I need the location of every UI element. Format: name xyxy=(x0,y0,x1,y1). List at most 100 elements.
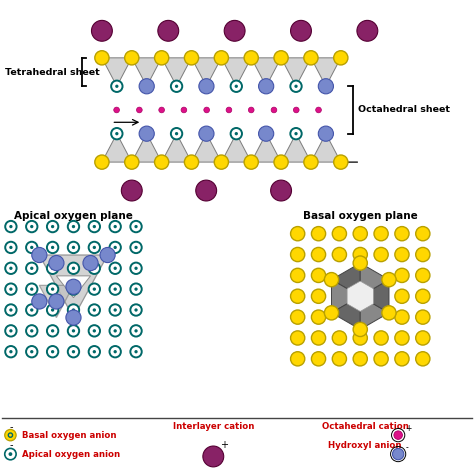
Circle shape xyxy=(51,266,55,270)
Circle shape xyxy=(324,273,338,287)
Circle shape xyxy=(395,227,409,241)
Circle shape xyxy=(32,294,47,309)
Circle shape xyxy=(5,346,17,357)
Circle shape xyxy=(32,247,47,263)
Circle shape xyxy=(51,329,55,333)
Circle shape xyxy=(30,287,33,291)
Circle shape xyxy=(92,225,96,228)
Circle shape xyxy=(30,266,33,270)
Circle shape xyxy=(26,304,37,316)
Circle shape xyxy=(9,246,13,249)
Circle shape xyxy=(30,225,33,228)
Circle shape xyxy=(5,448,16,460)
Circle shape xyxy=(291,331,305,345)
Circle shape xyxy=(30,329,33,333)
Text: Tetrahedral sheet: Tetrahedral sheet xyxy=(5,68,100,76)
Circle shape xyxy=(95,51,109,65)
Text: Hydroxyl anion: Hydroxyl anion xyxy=(328,441,402,450)
Circle shape xyxy=(51,350,55,354)
Circle shape xyxy=(171,128,182,139)
Circle shape xyxy=(214,155,228,169)
Circle shape xyxy=(68,221,79,232)
Polygon shape xyxy=(191,134,221,162)
Circle shape xyxy=(334,51,348,65)
Circle shape xyxy=(130,283,142,295)
Circle shape xyxy=(135,225,137,228)
Circle shape xyxy=(290,81,301,92)
Circle shape xyxy=(244,155,258,169)
Circle shape xyxy=(274,155,288,169)
Polygon shape xyxy=(331,263,360,296)
Circle shape xyxy=(109,325,121,337)
Text: Apical oxygen anion: Apical oxygen anion xyxy=(22,450,120,458)
Circle shape xyxy=(5,304,17,316)
Circle shape xyxy=(382,273,396,287)
Circle shape xyxy=(137,107,142,113)
Circle shape xyxy=(130,304,142,316)
Circle shape xyxy=(353,352,367,366)
Circle shape xyxy=(353,247,367,262)
Circle shape xyxy=(9,329,13,333)
Circle shape xyxy=(332,352,346,366)
Circle shape xyxy=(47,346,58,357)
Polygon shape xyxy=(39,285,73,318)
Circle shape xyxy=(89,263,100,274)
Circle shape xyxy=(196,180,217,201)
Polygon shape xyxy=(132,134,162,162)
Circle shape xyxy=(181,107,187,113)
Circle shape xyxy=(357,20,378,41)
Circle shape xyxy=(114,107,119,113)
Text: Basal oxygen plane: Basal oxygen plane xyxy=(303,210,418,221)
Circle shape xyxy=(158,20,179,41)
Circle shape xyxy=(89,283,100,295)
Polygon shape xyxy=(102,134,132,162)
Text: Octahedral sheet: Octahedral sheet xyxy=(358,106,450,114)
Circle shape xyxy=(332,331,346,345)
Circle shape xyxy=(66,310,81,325)
Circle shape xyxy=(203,446,224,467)
Circle shape xyxy=(130,263,142,274)
Circle shape xyxy=(9,309,13,312)
Circle shape xyxy=(51,246,55,249)
Circle shape xyxy=(5,221,17,232)
Circle shape xyxy=(51,225,55,228)
Circle shape xyxy=(382,306,396,320)
Circle shape xyxy=(294,84,298,88)
Circle shape xyxy=(184,155,199,169)
Circle shape xyxy=(47,304,58,316)
Polygon shape xyxy=(311,58,341,86)
Circle shape xyxy=(230,128,242,139)
Circle shape xyxy=(26,325,37,337)
Circle shape xyxy=(47,263,58,274)
Circle shape xyxy=(311,331,326,345)
Text: Octahedral cation: Octahedral cation xyxy=(321,422,409,431)
Circle shape xyxy=(259,126,274,141)
Polygon shape xyxy=(162,58,191,86)
Circle shape xyxy=(291,247,305,262)
Text: +: + xyxy=(405,424,411,433)
Polygon shape xyxy=(360,296,389,329)
Circle shape xyxy=(92,309,96,312)
Circle shape xyxy=(109,346,121,357)
Circle shape xyxy=(68,325,79,337)
Circle shape xyxy=(72,329,75,333)
Circle shape xyxy=(89,346,100,357)
Circle shape xyxy=(91,20,112,41)
Polygon shape xyxy=(281,134,311,162)
Circle shape xyxy=(47,242,58,253)
Circle shape xyxy=(30,309,33,312)
Circle shape xyxy=(114,287,117,291)
Circle shape xyxy=(92,329,96,333)
Polygon shape xyxy=(360,280,389,313)
Circle shape xyxy=(5,263,17,274)
Circle shape xyxy=(259,79,274,94)
Circle shape xyxy=(5,242,17,253)
Circle shape xyxy=(175,132,178,136)
Circle shape xyxy=(311,268,326,283)
Polygon shape xyxy=(56,276,91,298)
Circle shape xyxy=(49,294,64,309)
Polygon shape xyxy=(331,296,360,329)
Circle shape xyxy=(51,309,55,312)
Circle shape xyxy=(47,325,58,337)
Circle shape xyxy=(92,246,96,249)
